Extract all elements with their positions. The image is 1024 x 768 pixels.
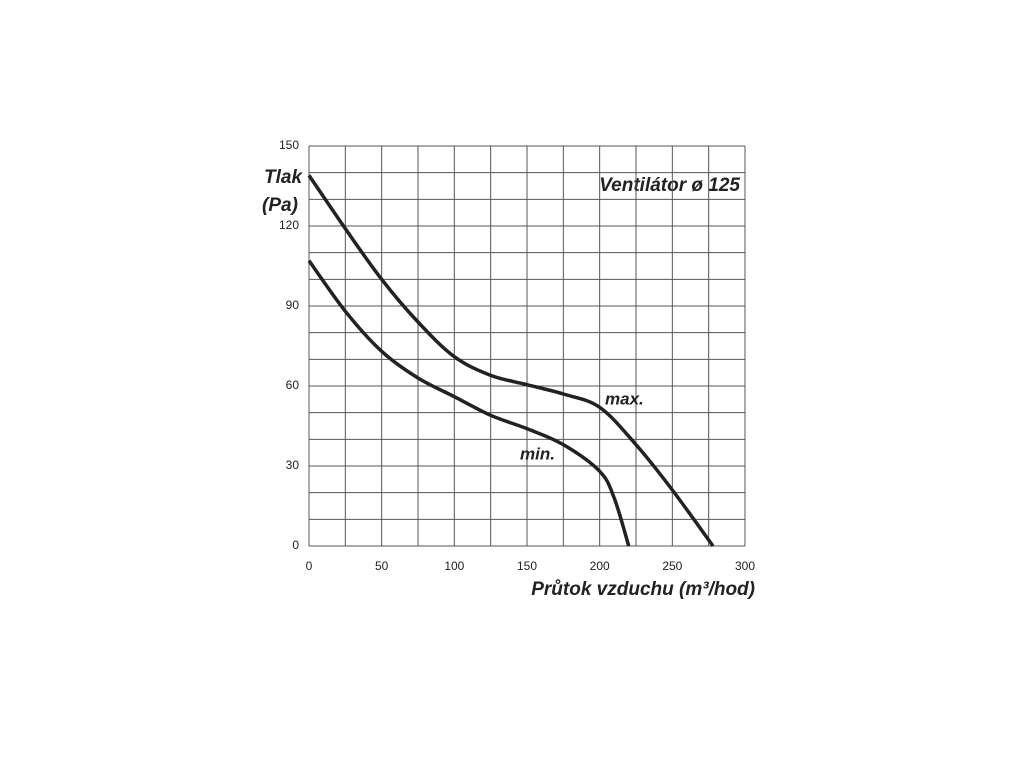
- x-tick-label: 100: [444, 559, 464, 573]
- line-series: [307, 259, 631, 547]
- x-tick-label: 150: [517, 559, 537, 573]
- y-tick-label: 150: [279, 138, 299, 152]
- y-tick-label: 30: [286, 458, 300, 472]
- x-tick-label: 300: [735, 559, 755, 573]
- x-tick-label: 250: [662, 559, 682, 573]
- x-axis-label: Průtok vzduchu (m³/hod): [531, 579, 755, 600]
- line-series: [307, 174, 715, 548]
- y-tick-label: 0: [292, 538, 299, 552]
- y-axis-label: Tlak: [264, 167, 303, 188]
- x-tick-label: 0: [306, 559, 313, 573]
- x-tick-label: 50: [375, 559, 389, 573]
- y-tick-label: 90: [286, 298, 300, 312]
- series-label: max.: [605, 389, 644, 408]
- y-tick-label: 60: [286, 378, 300, 392]
- y-tick-label: 120: [279, 218, 299, 232]
- series-label: min.: [520, 444, 555, 463]
- x-tick-label: 200: [590, 559, 610, 573]
- chart-title: Ventilátor ø 125: [599, 175, 740, 196]
- y-axis-label: (Pa): [262, 195, 298, 216]
